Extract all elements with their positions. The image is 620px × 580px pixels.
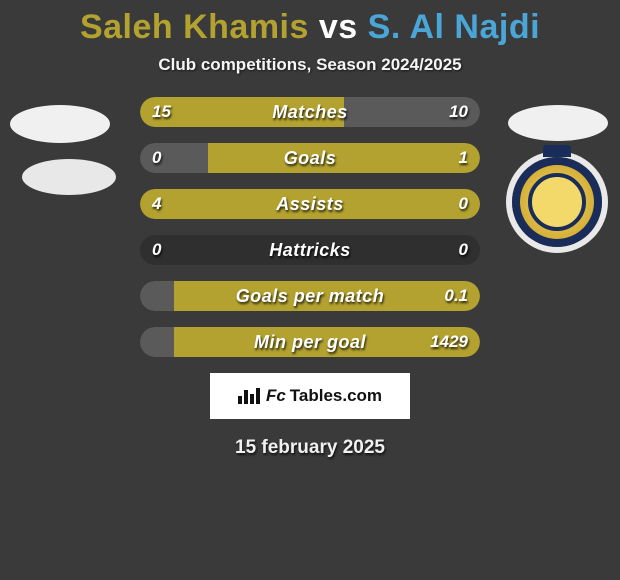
bar-label: Goals <box>140 143 480 173</box>
club-logo-right-placeholder <box>508 105 608 141</box>
bar-label: Min per goal <box>140 327 480 357</box>
club-logo-left-placeholder <box>10 105 110 143</box>
crown-icon <box>543 145 571 157</box>
date: 15 february 2025 <box>0 437 620 459</box>
player2-name: S. Al Najdi <box>368 8 540 46</box>
club-crest-right <box>512 157 602 247</box>
bar-label: Goals per match <box>140 281 480 311</box>
stat-bar: 01Goals <box>140 143 480 173</box>
bar-label: Assists <box>140 189 480 219</box>
stat-bar: 1510Matches <box>140 97 480 127</box>
bar-chart-icon <box>238 388 260 404</box>
bar-label: Hattricks <box>140 235 480 265</box>
bar-label: Matches <box>140 97 480 127</box>
crest-inner <box>528 173 586 231</box>
stat-bars: 1510Matches 01Goals 40Assists 00Hattricks 0.… <box>140 97 480 357</box>
stat-bar: 0.1Goals per match <box>140 281 480 311</box>
player1-name: Saleh Khamis <box>80 8 309 46</box>
fctables-badge: FcTables.com <box>210 373 410 419</box>
brand-prefix: Fc <box>266 386 286 406</box>
comparison-area: 1510Matches 01Goals 40Assists 00Hattricks 0.… <box>0 97 620 357</box>
club-logo-left-placeholder-2 <box>22 159 116 195</box>
subtitle: Club competitions, Season 2024/2025 <box>0 55 620 75</box>
stat-bar: 40Assists <box>140 189 480 219</box>
brand-suffix: Tables.com <box>290 386 382 406</box>
vs-separator: vs <box>319 8 358 46</box>
stat-bar: 1429Min per goal <box>140 327 480 357</box>
comparison-title: Saleh Khamis vs S. Al Najdi <box>0 0 620 47</box>
stat-bar: 00Hattricks <box>140 235 480 265</box>
